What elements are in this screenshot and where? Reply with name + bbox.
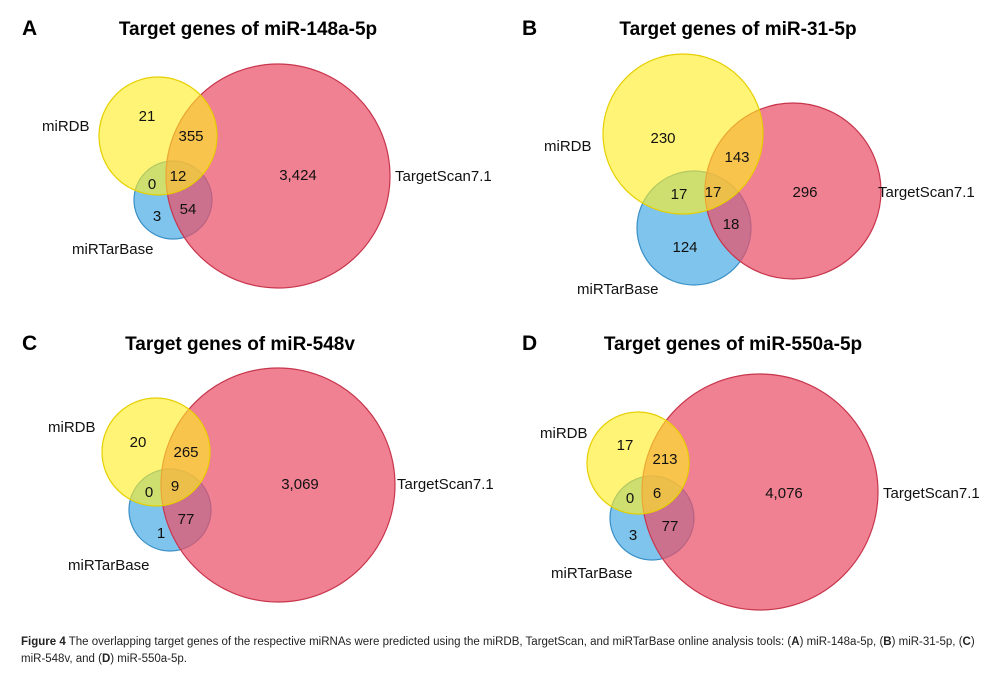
venn-figure: A Target genes of miR-148a-5p miRDB TargetS… xyxy=(22,17,980,611)
caption-panel-ref: D xyxy=(101,653,111,665)
caption-panel-ref: A xyxy=(791,636,800,648)
panel-title: Target genes of miR-548v xyxy=(125,334,355,355)
region-all-three: 6 xyxy=(653,485,661,502)
set-label-mirtarbase: miRTarBase xyxy=(577,281,658,298)
region-all-three: 9 xyxy=(171,478,179,495)
region-targetscan-only: 4,076 xyxy=(765,485,803,502)
set-label-mirtarbase: miRTarBase xyxy=(551,565,632,582)
caption-figure-label: Figure 4 xyxy=(21,636,66,648)
region-targetscan-mirtarbase: 77 xyxy=(178,511,195,528)
region-targetscan-mirtarbase: 18 xyxy=(723,216,740,233)
circle-mirdb xyxy=(101,397,211,507)
panel-letter: A xyxy=(22,17,37,40)
region-all-three: 12 xyxy=(170,168,187,185)
region-mirdb-targetscan: 355 xyxy=(178,128,203,145)
region-mirdb-targetscan: 213 xyxy=(652,451,677,468)
set-label-mirdb: miRDB xyxy=(42,118,90,135)
venn-panel-a: A Target genes of miR-148a-5p miRDB TargetS… xyxy=(22,17,492,289)
region-mirtarbase-only: 1 xyxy=(157,525,165,542)
caption-text: The overlapping target genes of the resp… xyxy=(65,636,792,648)
region-targetscan-mirtarbase: 54 xyxy=(180,201,197,218)
region-mirdb-mirtarbase: 0 xyxy=(626,490,634,507)
set-label-mirdb: miRDB xyxy=(48,419,96,436)
region-targetscan-only: 3,069 xyxy=(281,476,319,493)
region-mirdb-only: 230 xyxy=(650,130,675,147)
set-label-mirtarbase: miRTarBase xyxy=(68,557,149,574)
caption-text: ) miR-148a-5p, ( xyxy=(799,636,884,648)
caption-panel-ref: C xyxy=(962,636,971,648)
set-label-mirdb: miRDB xyxy=(544,138,592,155)
caption-text: ) miR-548v, and ( xyxy=(21,636,975,665)
region-mirdb-mirtarbase: 0 xyxy=(148,176,156,193)
region-mirdb-targetscan: 143 xyxy=(724,149,749,166)
panel-title: Target genes of miR-550a-5p xyxy=(604,334,862,355)
region-mirdb-mirtarbase: 0 xyxy=(145,484,153,501)
set-label-mirdb: miRDB xyxy=(540,425,588,442)
region-mirtarbase-only: 3 xyxy=(153,208,161,225)
set-label-mirtarbase: miRTarBase xyxy=(72,241,153,258)
venn-panel-c: C Target genes of miR-548v miRDB TargetScan… xyxy=(22,332,494,603)
set-label-targetscan: TargetScan7.1 xyxy=(395,168,492,185)
caption-text: ) miR-550a-5p. xyxy=(110,653,187,665)
set-label-targetscan: TargetScan7.1 xyxy=(883,485,980,502)
panel-title: Target genes of miR-31-5p xyxy=(619,19,856,40)
venn-panel-b: B Target genes of miR-31-5p miRDB TargetSca… xyxy=(522,17,975,298)
region-mirdb-mirtarbase: 17 xyxy=(671,186,688,203)
caption-text: ) miR-31-5p, ( xyxy=(891,636,963,648)
set-label-targetscan: TargetScan7.1 xyxy=(878,184,975,201)
panel-letter: C xyxy=(22,332,37,355)
region-targetscan-mirtarbase: 77 xyxy=(662,518,679,535)
circle-mirdb xyxy=(586,411,690,515)
figure-caption: Figure 4 The overlapping target genes of… xyxy=(21,634,996,668)
circle-mirdb xyxy=(602,53,764,215)
caption-panel-ref: B xyxy=(883,636,892,648)
region-mirdb-targetscan: 265 xyxy=(173,444,198,461)
panel-letter: B xyxy=(522,17,537,40)
panel-title: Target genes of miR-148a-5p xyxy=(119,19,377,40)
region-targetscan-only: 296 xyxy=(792,184,817,201)
venn-panel-d: D Target genes of miR-550a-5p miRDB TargetS… xyxy=(522,332,980,611)
region-mirtarbase-only: 3 xyxy=(629,527,637,544)
region-mirdb-only: 17 xyxy=(617,437,634,454)
panel-letter: D xyxy=(522,332,537,355)
region-all-three: 17 xyxy=(705,184,722,201)
region-mirtarbase-only: 124 xyxy=(672,239,697,256)
circle-mirdb xyxy=(98,76,218,196)
region-mirdb-only: 21 xyxy=(139,108,156,125)
region-targetscan-only: 3,424 xyxy=(279,167,317,184)
region-mirdb-only: 20 xyxy=(130,434,147,451)
set-label-targetscan: TargetScan7.1 xyxy=(397,476,494,493)
